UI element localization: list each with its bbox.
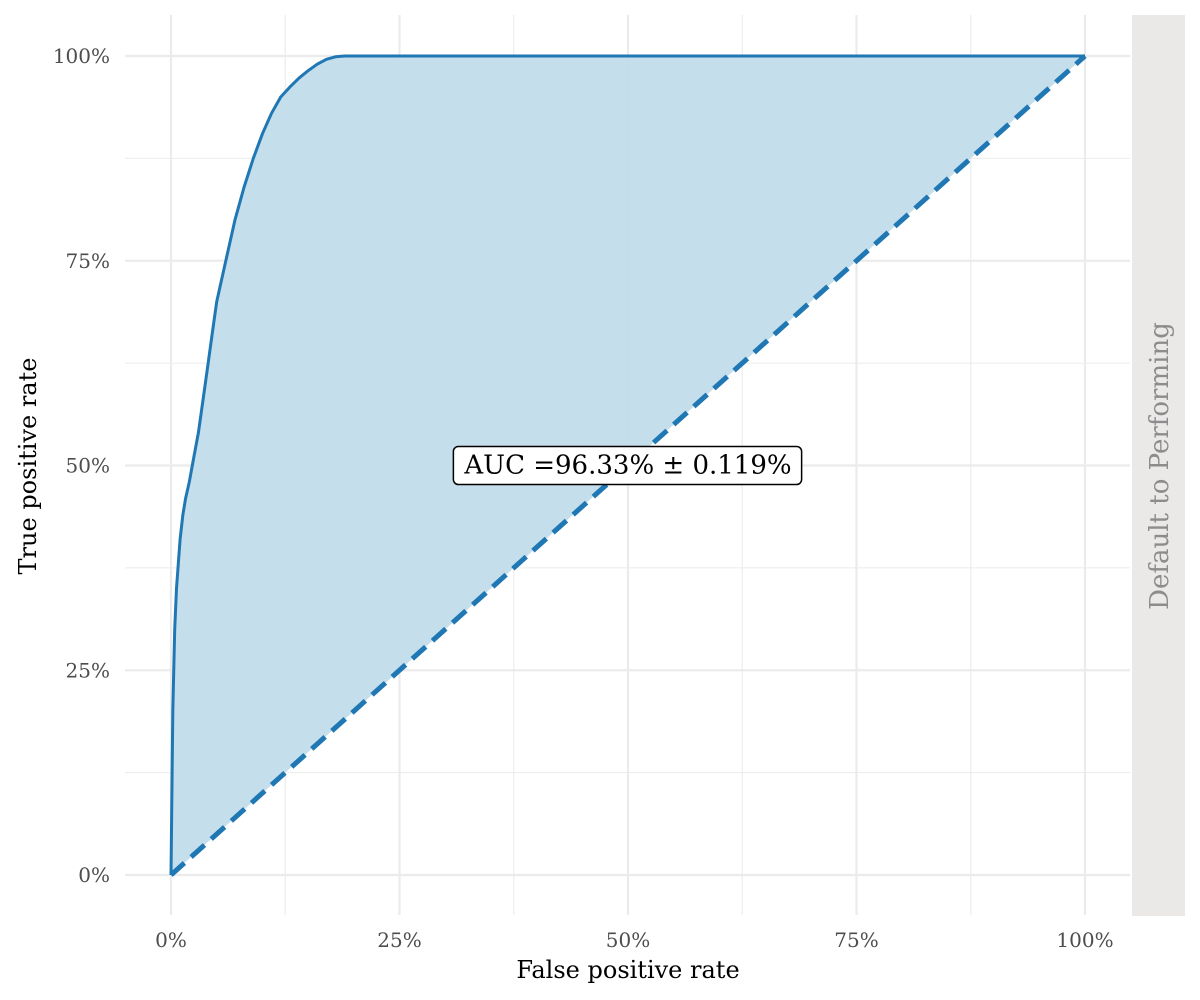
x-tick-label: 75% — [834, 928, 878, 952]
x-tick-label: 25% — [377, 928, 421, 952]
auc-label-text: AUC =96.33% ± 0.119% — [463, 451, 791, 481]
auc-label: AUC =96.33% ± 0.119% — [452, 445, 803, 486]
y-tick-label: 75% — [66, 249, 110, 273]
y-tick-label: 100% — [53, 44, 110, 68]
x-tick-label: 100% — [1056, 928, 1113, 952]
y-axis-title: True positive rate — [14, 358, 42, 575]
x-axis-ticks: 0% 25% 50% 75% 100% — [155, 928, 1113, 952]
y-tick-label: 50% — [66, 454, 110, 478]
roc-curve-line — [169, 54, 1085, 876]
diagonal-reference-line — [169, 54, 1087, 877]
x-tick-label: 0% — [155, 928, 187, 952]
x-axis-title: False positive rate — [516, 956, 739, 984]
facet-strip — [1132, 15, 1185, 916]
y-tick-label: 25% — [66, 658, 110, 682]
y-tick-label: 0% — [78, 863, 110, 887]
x-tick-label: 50% — [606, 928, 650, 952]
y-axis-ticks: 0% 25% 50% 75% 100% — [53, 44, 110, 887]
facet-strip-label: Default to Performing — [1145, 322, 1175, 610]
auc-label-box — [452, 445, 803, 486]
